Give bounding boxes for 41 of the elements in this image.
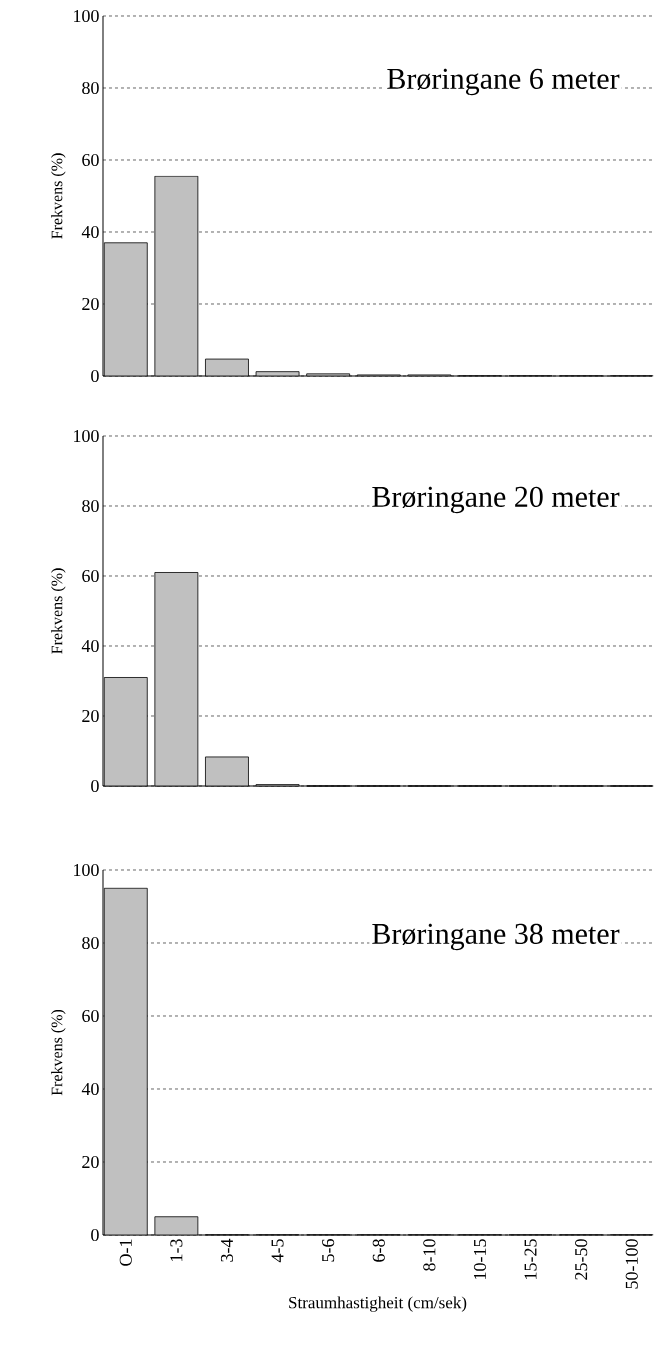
y-tick-label: 80 (82, 81, 99, 95)
x-tick-label: 5-6 (322, 1239, 335, 1262)
y-tick-label: 0 (91, 369, 99, 383)
y-tick-label: 100 (74, 863, 99, 877)
x-tick-label: 25-50 (575, 1239, 588, 1280)
y-tick-label: 100 (74, 9, 99, 23)
y-tick-label: 40 (81, 639, 99, 653)
bar (154, 572, 199, 787)
y-tick-label: 0 (91, 779, 99, 793)
text: Brøringane 20 meter (372, 486, 620, 514)
x-tick-label: 1-3 (170, 1239, 183, 1261)
bar (104, 242, 148, 377)
x-tick-label: 15-25 (524, 1239, 537, 1279)
y-axis-title: Frekvens (%) (51, 568, 66, 654)
bar (104, 677, 148, 787)
y-tick-label: 20 (82, 297, 99, 311)
x-tick-label: 4-5 (271, 1239, 284, 1263)
bar (205, 756, 250, 787)
y-tick-label: 20 (82, 1155, 99, 1169)
x-tick-label: 6-8 (372, 1239, 386, 1262)
y-tick-label: 40 (81, 225, 99, 239)
text: Brøringane 6 meter (387, 68, 620, 96)
x-tick-label: 10-15 (474, 1239, 487, 1279)
y-axis-title: Frekvens (%) (51, 1009, 66, 1096)
text: Brøringane 38 meter (372, 923, 620, 951)
y-axis-title: Frekvens (%) (51, 153, 66, 239)
y-tick-label: 60 (82, 569, 99, 583)
bar (154, 175, 199, 377)
y-tick-label: 100 (74, 429, 99, 443)
y-tick-label: 40 (81, 1082, 99, 1096)
x-tick-label: 3-4 (221, 1238, 234, 1262)
y-tick-label: 80 (82, 499, 99, 513)
y-tick-label: 80 (82, 936, 99, 950)
x-tick-label: O-1 (119, 1239, 132, 1266)
y-tick-label: 20 (82, 709, 99, 723)
y-tick-label: 60 (82, 153, 99, 167)
y-tick-label: 0 (91, 1228, 99, 1242)
x-axis-title: Straumhastigheit (cm/sek) (289, 1296, 467, 1312)
x-tick-label: 50-100 (625, 1239, 638, 1289)
x-tick-label: 8-10 (423, 1239, 436, 1271)
y-tick-label: 60 (82, 1009, 99, 1023)
